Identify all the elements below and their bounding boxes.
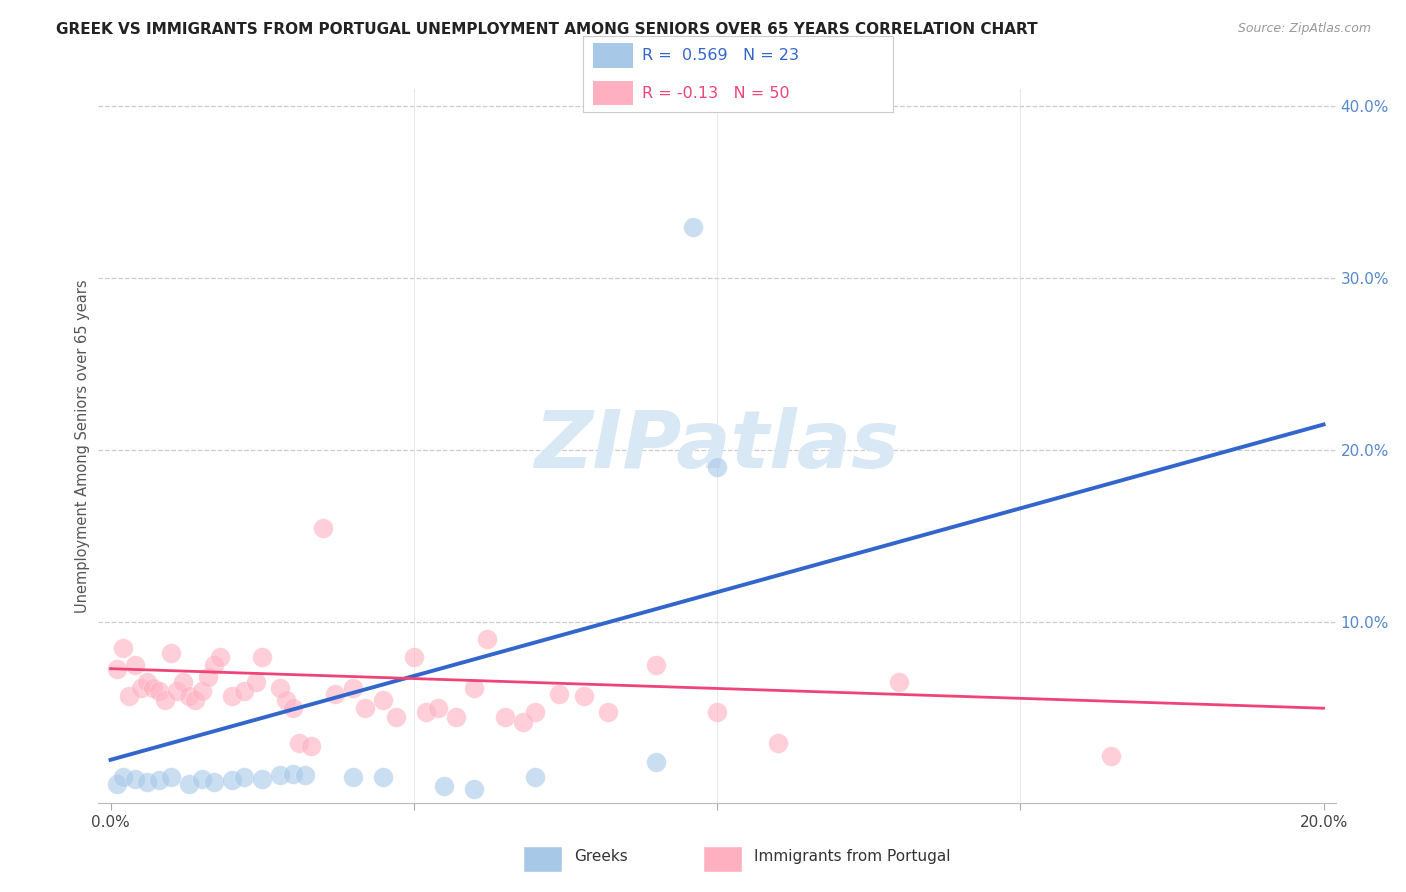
Point xyxy=(402,649,425,664)
Point xyxy=(190,684,212,698)
Point xyxy=(281,766,304,780)
Point xyxy=(105,662,128,676)
Text: GREEK VS IMMIGRANTS FROM PORTUGAL UNEMPLOYMENT AMONG SENIORS OVER 65 YEARS CORRE: GREEK VS IMMIGRANTS FROM PORTUGAL UNEMPL… xyxy=(56,22,1038,37)
Point xyxy=(160,646,183,660)
Point xyxy=(160,770,183,784)
Point xyxy=(124,658,146,673)
Point xyxy=(184,692,207,706)
Point xyxy=(645,658,668,673)
Text: R = -0.13   N = 50: R = -0.13 N = 50 xyxy=(643,86,790,101)
Text: Source: ZipAtlas.com: Source: ZipAtlas.com xyxy=(1237,22,1371,36)
Point xyxy=(190,772,212,786)
Point xyxy=(221,773,243,788)
Point xyxy=(142,681,165,695)
Point xyxy=(494,710,516,724)
Point xyxy=(136,775,159,789)
Point xyxy=(342,681,364,695)
Point xyxy=(148,684,170,698)
Point xyxy=(433,779,456,793)
Point xyxy=(427,701,450,715)
Point xyxy=(384,710,406,724)
Point xyxy=(172,675,194,690)
Bar xyxy=(523,846,562,872)
Point xyxy=(281,701,304,715)
Point xyxy=(645,755,668,769)
Text: Greeks: Greeks xyxy=(574,849,627,863)
Point xyxy=(250,772,273,786)
Point xyxy=(179,689,201,703)
Bar xyxy=(593,44,633,68)
Point xyxy=(342,770,364,784)
Point xyxy=(105,777,128,791)
Point xyxy=(208,649,231,664)
Point xyxy=(197,670,219,684)
Point xyxy=(596,705,619,719)
Point xyxy=(463,681,485,695)
Point xyxy=(233,684,256,698)
Point xyxy=(202,658,225,673)
Point xyxy=(179,777,201,791)
Point xyxy=(148,773,170,788)
Point xyxy=(299,739,322,753)
Point xyxy=(233,770,256,784)
Point xyxy=(706,705,728,719)
Point xyxy=(250,649,273,664)
Point xyxy=(524,705,547,719)
Text: R =  0.569   N = 23: R = 0.569 N = 23 xyxy=(643,48,799,63)
Point xyxy=(463,782,485,797)
Point xyxy=(446,710,468,724)
Bar xyxy=(593,81,633,105)
Point xyxy=(373,692,395,706)
Point xyxy=(548,688,571,702)
Point xyxy=(111,770,134,784)
Point xyxy=(276,692,298,706)
Point xyxy=(153,692,176,706)
Point xyxy=(323,688,346,702)
Point xyxy=(766,736,789,750)
Point xyxy=(111,641,134,656)
Point xyxy=(129,681,152,695)
Point xyxy=(682,219,704,234)
Point xyxy=(887,675,910,690)
Point xyxy=(245,675,267,690)
Point xyxy=(373,770,395,784)
Text: Immigrants from Portugal: Immigrants from Portugal xyxy=(754,849,950,863)
Point xyxy=(269,768,291,782)
Point xyxy=(287,736,309,750)
Point xyxy=(524,770,547,784)
Point xyxy=(166,684,188,698)
Point xyxy=(706,460,728,475)
Point xyxy=(1099,749,1122,764)
Point xyxy=(202,775,225,789)
Point xyxy=(572,689,595,703)
Text: ZIPatlas: ZIPatlas xyxy=(534,407,900,485)
Point xyxy=(221,689,243,703)
Point xyxy=(269,681,291,695)
Point xyxy=(312,521,335,535)
Point xyxy=(294,768,316,782)
Point xyxy=(475,632,498,647)
Y-axis label: Unemployment Among Seniors over 65 years: Unemployment Among Seniors over 65 years xyxy=(75,279,90,613)
Point xyxy=(136,675,159,690)
Point xyxy=(124,772,146,786)
Point xyxy=(118,689,141,703)
Point xyxy=(415,705,437,719)
Point xyxy=(354,701,377,715)
Bar xyxy=(703,846,742,872)
Point xyxy=(512,714,534,729)
